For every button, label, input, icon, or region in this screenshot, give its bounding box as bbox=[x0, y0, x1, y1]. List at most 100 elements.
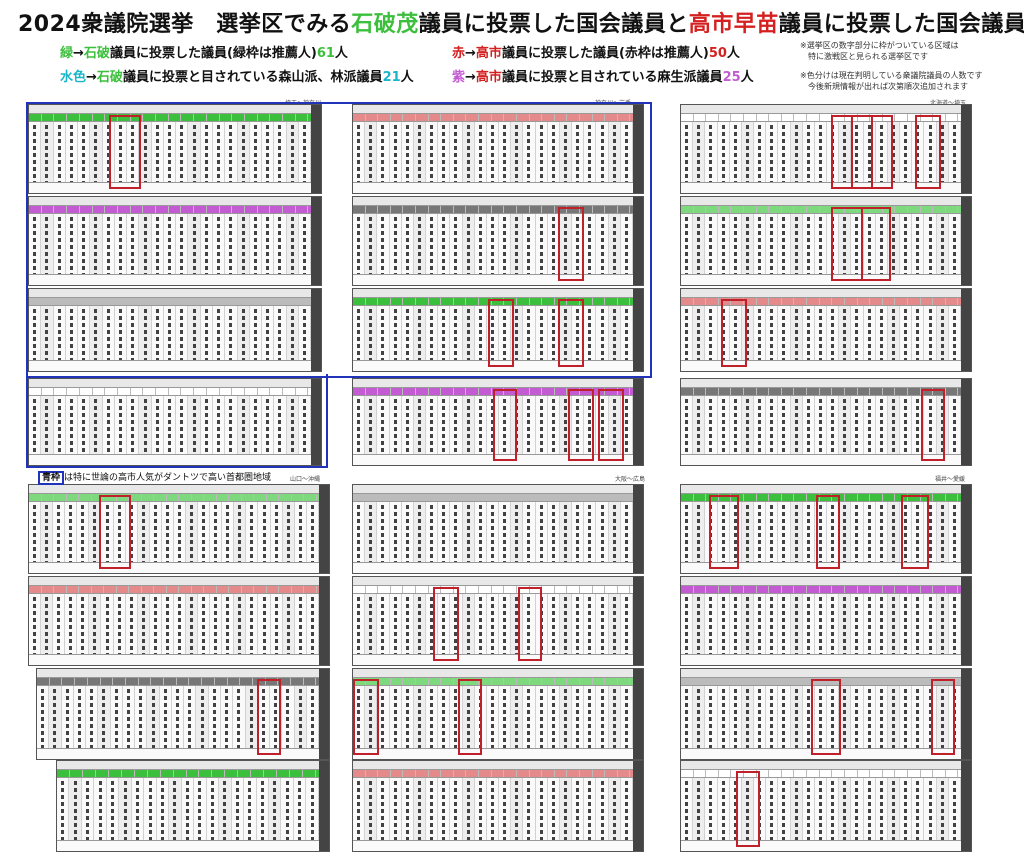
candidate-column bbox=[766, 396, 779, 455]
candidate-column bbox=[210, 502, 223, 563]
district-footer bbox=[681, 274, 961, 285]
page-title: 2024衆議院選挙 選挙区でみる石破茂議員に投票した国会議員と高市早苗議員に投票… bbox=[18, 6, 1024, 38]
candidate-column bbox=[220, 686, 234, 749]
candidate-column bbox=[462, 778, 475, 841]
candidate-column bbox=[125, 594, 138, 655]
candidate-column bbox=[353, 594, 366, 655]
candidate-column bbox=[186, 594, 199, 655]
district-side-bar bbox=[319, 577, 329, 665]
candidate-column bbox=[924, 122, 937, 183]
candidate-column bbox=[438, 778, 451, 841]
candidate-column bbox=[137, 594, 150, 655]
candidate-column bbox=[298, 214, 312, 275]
district-header bbox=[681, 105, 971, 114]
candidate-column bbox=[499, 594, 512, 655]
candidate-column bbox=[426, 306, 439, 361]
candidate-column bbox=[608, 214, 621, 275]
candidate-column bbox=[353, 778, 366, 841]
district-side-bar bbox=[311, 197, 321, 285]
candidate-column bbox=[365, 594, 378, 655]
candidate-column bbox=[729, 594, 742, 655]
candidate-column bbox=[486, 686, 500, 749]
candidate-column bbox=[839, 594, 852, 655]
candidate-column bbox=[234, 594, 247, 655]
candidate-column bbox=[924, 306, 937, 361]
district-number-row bbox=[29, 298, 321, 306]
candidate-columns bbox=[681, 594, 961, 655]
candidate-column bbox=[741, 778, 755, 841]
candidate-column bbox=[863, 778, 876, 841]
district-number-row bbox=[353, 494, 643, 502]
candidate-column bbox=[65, 396, 79, 455]
candidate-column bbox=[426, 122, 439, 183]
candidate-column bbox=[523, 214, 536, 275]
candidate-column bbox=[839, 122, 852, 183]
candidate-column bbox=[559, 778, 573, 841]
candidate-column bbox=[163, 122, 177, 183]
candidate-column bbox=[450, 306, 463, 361]
district-footer bbox=[681, 360, 961, 371]
candidate-column bbox=[693, 306, 706, 361]
candidate-column bbox=[535, 686, 548, 749]
candidate-column bbox=[298, 306, 312, 361]
district-footer bbox=[353, 360, 633, 371]
candidate-column bbox=[377, 214, 390, 275]
candidate-column bbox=[377, 686, 390, 749]
candidate-column bbox=[827, 686, 840, 749]
candidate-column bbox=[486, 122, 500, 183]
district-side-bar bbox=[319, 761, 329, 851]
candidate-column bbox=[114, 396, 128, 455]
candidate-column bbox=[559, 594, 573, 655]
candidate-column bbox=[212, 214, 226, 275]
candidate-column bbox=[863, 396, 876, 455]
district-number-row bbox=[353, 114, 643, 122]
candidate-column bbox=[286, 214, 299, 275]
district-number-row bbox=[681, 206, 971, 214]
candidate-column bbox=[584, 594, 597, 655]
candidate-column bbox=[790, 502, 803, 563]
candidate-column bbox=[462, 502, 475, 563]
candidate-column bbox=[57, 778, 70, 841]
candidate-column bbox=[620, 306, 633, 361]
candidate-column bbox=[863, 686, 876, 749]
district-side-bar bbox=[633, 669, 643, 759]
candidate-column bbox=[231, 778, 245, 841]
candidate-column bbox=[754, 686, 767, 749]
candidate-column bbox=[705, 306, 718, 361]
candidate-column bbox=[474, 122, 487, 183]
candidate-column bbox=[389, 306, 402, 361]
candidate-column bbox=[559, 122, 573, 183]
highlighted-candidate bbox=[518, 587, 542, 661]
candidate-column bbox=[270, 502, 283, 563]
highlighted-candidate bbox=[568, 389, 594, 461]
candidate-column bbox=[258, 594, 271, 655]
candidate-column bbox=[741, 122, 755, 183]
candidate-column bbox=[270, 594, 283, 655]
candidate-column bbox=[212, 122, 226, 183]
district-panel bbox=[680, 104, 972, 194]
candidate-column bbox=[286, 396, 299, 455]
candidate-column bbox=[139, 122, 152, 183]
region-label: 北海道～埼玉 bbox=[930, 98, 966, 107]
candidate-column bbox=[741, 306, 755, 361]
candidate-column bbox=[113, 594, 126, 655]
candidate-column bbox=[559, 686, 573, 749]
candidate-column bbox=[101, 502, 114, 563]
candidate-column bbox=[98, 686, 111, 749]
district-header bbox=[681, 669, 971, 678]
candidate-column bbox=[135, 686, 148, 749]
candidate-column bbox=[401, 396, 414, 455]
candidate-column bbox=[353, 686, 366, 749]
candidate-column bbox=[293, 778, 307, 841]
candidate-column bbox=[766, 502, 779, 563]
candidate-column bbox=[681, 306, 694, 361]
district-header bbox=[29, 577, 329, 586]
candidate-column bbox=[729, 306, 742, 361]
district-panel bbox=[352, 576, 644, 666]
candidate-column bbox=[754, 122, 767, 183]
candidate-column bbox=[511, 122, 524, 183]
candidate-column bbox=[741, 502, 755, 563]
candidate-column bbox=[887, 686, 901, 749]
candidate-column bbox=[754, 214, 767, 275]
candidate-column bbox=[237, 306, 250, 361]
